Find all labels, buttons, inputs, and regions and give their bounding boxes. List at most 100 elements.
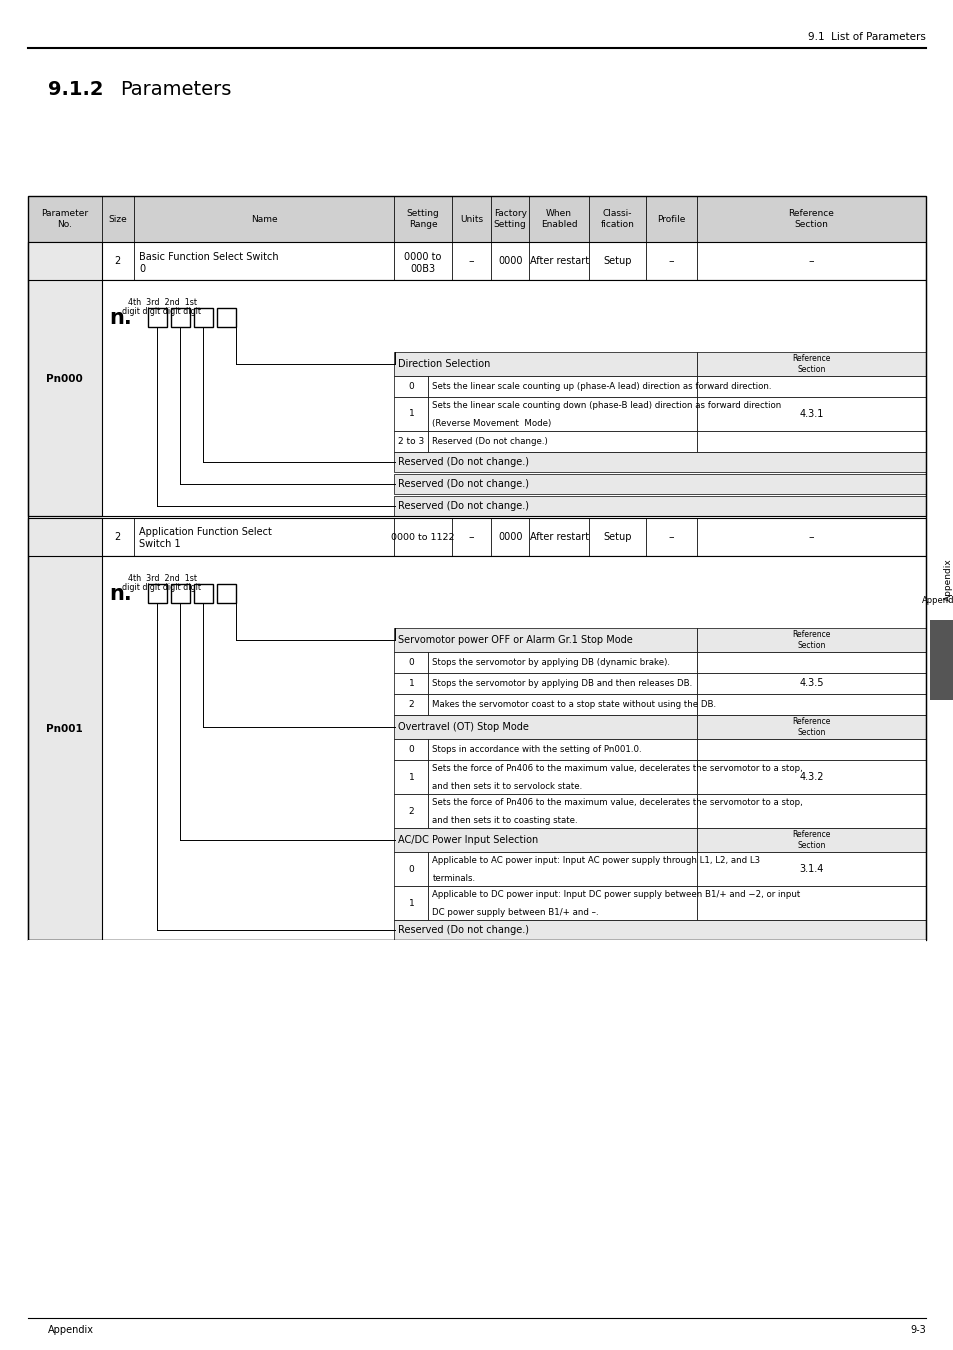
Text: Size: Size [109, 215, 127, 224]
Bar [394, 652, 428, 674]
Text: terminals.: terminals. [432, 873, 475, 883]
Bar [697, 886, 925, 919]
Bar [193, 585, 213, 603]
Bar [394, 694, 428, 716]
Bar [697, 518, 925, 556]
Text: Parameter
No.: Parameter No. [41, 209, 89, 228]
Bar [394, 397, 428, 431]
Bar [697, 431, 925, 452]
Text: (Reverse Movement  Mode): (Reverse Movement Mode) [432, 418, 551, 428]
Bar [394, 674, 428, 694]
Text: 0: 0 [408, 745, 414, 755]
Bar [394, 352, 697, 377]
Text: 0000 to: 0000 to [404, 252, 441, 262]
Bar [645, 196, 697, 242]
Bar [491, 518, 529, 556]
Text: Basic Function Select Switch: Basic Function Select Switch [139, 252, 278, 262]
Bar [452, 242, 491, 279]
Bar [102, 242, 133, 279]
Bar [28, 196, 102, 242]
Bar [697, 352, 925, 377]
Bar [102, 196, 133, 242]
Bar [697, 794, 925, 828]
Text: 4.3.1: 4.3.1 [799, 409, 822, 418]
Text: 0: 0 [139, 265, 145, 274]
Text: Reference
Section: Reference Section [792, 630, 830, 649]
Text: Applicable to AC power input: Input AC power supply through L1, L2, and L3: Applicable to AC power input: Input AC p… [432, 856, 760, 865]
Bar [394, 518, 452, 556]
Bar [394, 852, 428, 886]
Bar [428, 794, 697, 828]
Bar [394, 828, 697, 852]
Text: 00B3: 00B3 [410, 265, 436, 274]
Bar [102, 518, 133, 556]
Bar [529, 518, 589, 556]
Bar [428, 431, 697, 452]
Bar [589, 196, 645, 242]
Text: Sets the linear scale counting up (phase-A lead) direction as forward direction.: Sets the linear scale counting up (phase… [432, 382, 771, 391]
Bar [589, 518, 645, 556]
Text: 2: 2 [408, 701, 414, 709]
Bar [428, 738, 697, 760]
Text: Pn001: Pn001 [47, 724, 83, 734]
Text: Application Function Select: Application Function Select [139, 526, 272, 537]
Text: DC power supply between B1/+ and –.: DC power supply between B1/+ and –. [432, 909, 598, 917]
Bar [529, 196, 589, 242]
Bar [133, 196, 394, 242]
Bar [394, 760, 428, 794]
Bar [428, 397, 697, 431]
Text: After restart: After restart [529, 532, 588, 541]
Text: –: – [468, 532, 474, 541]
Bar [491, 196, 529, 242]
Bar [697, 738, 925, 760]
Text: Name: Name [251, 215, 277, 224]
Bar [394, 495, 925, 516]
Bar [428, 886, 697, 919]
Bar [697, 716, 925, 738]
Bar [697, 377, 925, 397]
Text: Appendix: Appendix [943, 559, 951, 601]
Text: 3.1.4: 3.1.4 [799, 864, 822, 873]
Text: Profile: Profile [657, 215, 685, 224]
Text: 1: 1 [408, 409, 414, 418]
Bar [28, 279, 925, 352]
Text: Sets the linear scale counting down (phase-B lead) direction as forward directio: Sets the linear scale counting down (pha… [432, 401, 781, 410]
Text: Units: Units [459, 215, 482, 224]
Text: 2: 2 [114, 532, 121, 541]
Text: 0: 0 [408, 657, 414, 667]
Bar [394, 716, 697, 738]
Text: 2: 2 [114, 256, 121, 266]
Bar [216, 308, 235, 327]
Bar [428, 694, 697, 716]
Text: 9-3: 9-3 [909, 1324, 925, 1335]
Text: 2 to 3: 2 to 3 [397, 437, 424, 446]
Bar [697, 397, 925, 431]
Bar [697, 694, 925, 716]
Bar [428, 377, 697, 397]
Text: 0000 to 1122: 0000 to 1122 [391, 532, 455, 541]
Text: n.: n. [110, 585, 132, 603]
Bar [171, 308, 190, 327]
Text: Overtravel (OT) Stop Mode: Overtravel (OT) Stop Mode [398, 722, 529, 732]
Bar [697, 852, 925, 886]
Text: Classi-
fication: Classi- fication [600, 209, 634, 228]
Text: 1: 1 [408, 679, 414, 688]
Text: Parameters: Parameters [120, 80, 232, 99]
Bar [394, 196, 452, 242]
Bar [428, 760, 697, 794]
Bar [428, 652, 697, 674]
Bar [452, 518, 491, 556]
Text: and then sets it to coasting state.: and then sets it to coasting state. [432, 815, 578, 825]
Text: 4th  3rd  2nd  1st: 4th 3rd 2nd 1st [128, 574, 196, 583]
Bar [394, 242, 452, 279]
Text: AC/DC Power Input Selection: AC/DC Power Input Selection [398, 836, 538, 845]
Text: –: – [808, 532, 814, 541]
Bar [133, 518, 394, 556]
Text: Setup: Setup [602, 256, 631, 266]
Bar [697, 242, 925, 279]
Text: Reserved (Do not change.): Reserved (Do not change.) [398, 501, 529, 512]
Bar [394, 886, 428, 919]
Text: 9.1.2: 9.1.2 [48, 80, 103, 99]
Bar [697, 760, 925, 794]
Text: Factory
Setting: Factory Setting [494, 209, 526, 228]
